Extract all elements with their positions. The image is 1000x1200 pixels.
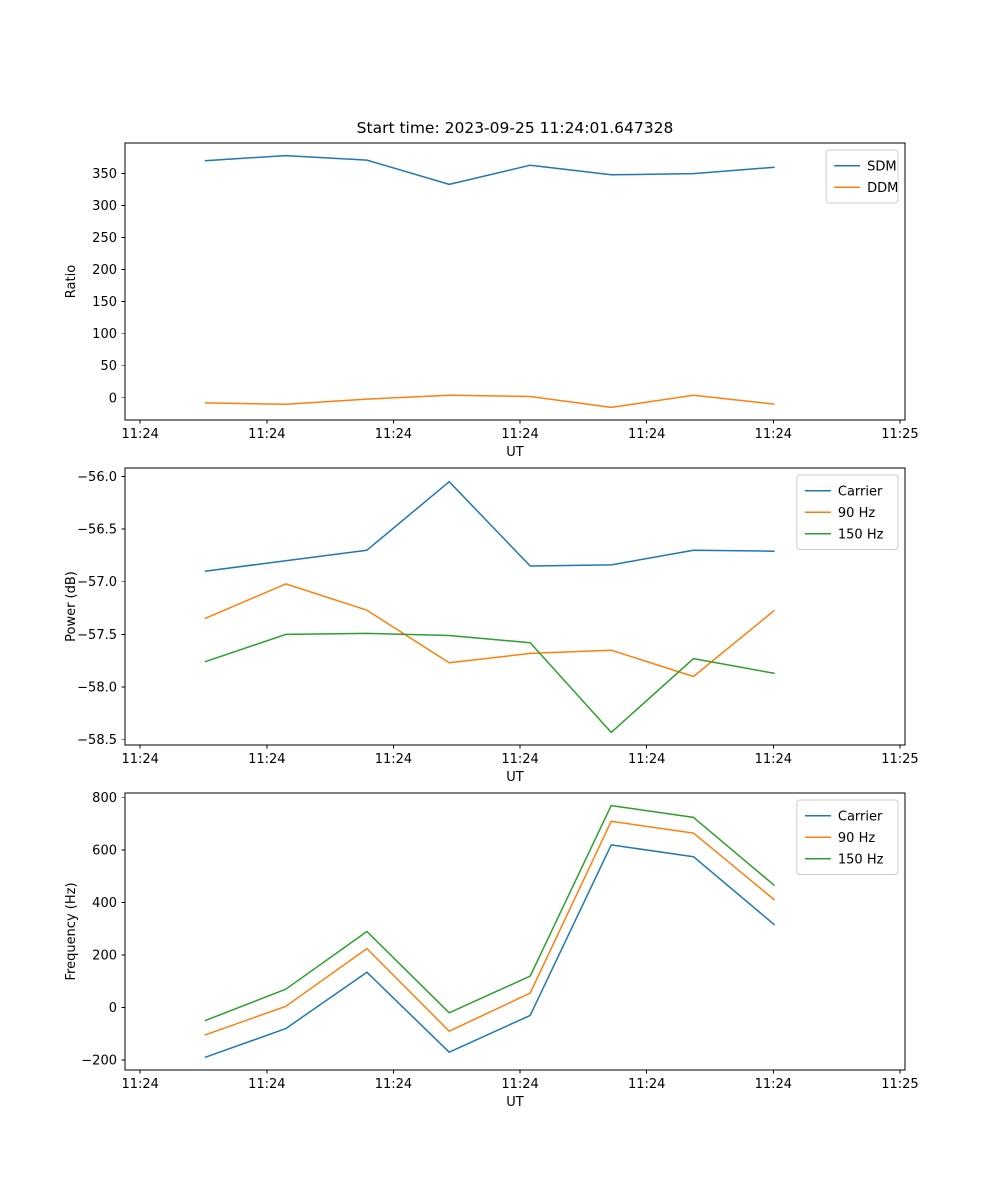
y-tick-label: 800	[92, 791, 117, 806]
series-line-carrier	[204, 844, 776, 1059]
y-tick-label: 250	[92, 231, 117, 246]
y-tick-label: 200	[92, 263, 117, 278]
x-axis-label: UT	[506, 445, 524, 460]
x-tick-label: 11:24	[375, 752, 412, 767]
frequency-chart: 11:24 11:24 11:24 11:24 11:24 11:24 11:25 −200 0…	[64, 791, 919, 1110]
x-tick-label: 11:24	[628, 427, 665, 442]
y-tick-label: 350	[92, 167, 117, 182]
x-tick-label: 11:24	[248, 1077, 285, 1092]
x-tick-label: 11:24	[628, 752, 665, 767]
series-line-sdm	[204, 154, 775, 186]
series-line-150-hz	[204, 804, 776, 1022]
series-line-90-hz	[204, 583, 776, 678]
x-tick-label: 11:25	[881, 427, 918, 442]
y-tick-label: 200	[92, 949, 117, 964]
x-tick-label: 11:24	[375, 1077, 412, 1092]
plot-area	[125, 793, 905, 1070]
legend-entry-label: 90 Hz	[838, 506, 875, 521]
legend-entry-label: Carrier	[838, 809, 883, 824]
y-tick-label: −57.5	[77, 628, 117, 643]
x-axis-label: UT	[506, 1095, 524, 1110]
legend-frame	[796, 799, 899, 875]
x-axis-label: UT	[506, 770, 524, 785]
axes-frame	[124, 792, 906, 1071]
y-axis-label: Ratio	[64, 265, 79, 298]
legend: Carrier 90 Hz 150 Hz	[796, 474, 899, 550]
x-tick-label: 11:25	[881, 1077, 918, 1092]
x-tick-label: 11:25	[881, 752, 918, 767]
x-tick-label: 11:24	[375, 427, 412, 442]
x-tick-label: 11:24	[121, 752, 158, 767]
series-line-ddm	[204, 394, 775, 409]
plot-area	[125, 143, 905, 420]
x-tick-label: 11:24	[501, 427, 538, 442]
legend: SDM DDM	[825, 149, 899, 204]
chart-title: Start time: 2023-09-25 11:24:01.647328	[357, 119, 674, 137]
y-tick-label: −58.0	[77, 681, 117, 696]
y-tick-label: 50	[100, 359, 117, 374]
axes-frame	[124, 142, 906, 421]
x-tick-label: 11:24	[628, 1077, 665, 1092]
x-tick-label: 11:24	[121, 427, 158, 442]
legend-entry-label: DDM	[867, 181, 898, 196]
plot-area	[125, 468, 905, 745]
ratio-chart: 11:24 11:24 11:24 11:24 11:24 11:24 11:25 0 50 10…	[64, 119, 919, 460]
x-tick-label: 11:24	[248, 752, 285, 767]
series-line-150-hz	[204, 632, 775, 734]
series-line-90-hz	[204, 820, 776, 1036]
y-tick-label: −56.0	[77, 470, 117, 485]
x-tick-label: 11:24	[248, 427, 285, 442]
y-tick-label: −57.0	[77, 575, 117, 590]
legend-entry-label: SDM	[867, 159, 896, 174]
y-tick-label: 0	[109, 1001, 117, 1016]
y-tick-label: 150	[92, 295, 117, 310]
legend-frame	[825, 149, 899, 204]
power-chart: 11:24 11:24 11:24 11:24 11:24 11:24 11:25 −58.5…	[64, 467, 919, 785]
x-tick-label: 11:24	[755, 1077, 792, 1092]
x-tick-label: 11:24	[501, 1077, 538, 1092]
y-tick-label: −58.5	[77, 733, 117, 748]
y-tick-label: 300	[92, 199, 117, 214]
legend-entry-label: 150 Hz	[838, 527, 884, 542]
legend: Carrier 90 Hz 150 Hz	[796, 799, 899, 875]
x-tick-label: 11:24	[755, 427, 792, 442]
y-axis-label: Frequency (Hz)	[64, 882, 79, 980]
y-axis-label: Power (dB)	[64, 571, 79, 642]
x-tick-label: 11:24	[121, 1077, 158, 1092]
axes-frame	[124, 467, 906, 746]
legend-entry-label: Carrier	[838, 484, 883, 499]
legend-entry-label: 90 Hz	[838, 831, 875, 846]
legend-frame	[796, 474, 899, 550]
y-tick-label: −56.5	[77, 523, 117, 538]
y-tick-label: 600	[92, 844, 117, 859]
y-tick-label: 0	[109, 391, 117, 406]
y-tick-label: 100	[92, 327, 117, 342]
x-tick-label: 11:24	[501, 752, 538, 767]
series-line-carrier	[204, 480, 775, 572]
legend-entry-label: 150 Hz	[838, 852, 884, 867]
x-tick-label: 11:24	[755, 752, 792, 767]
y-tick-label: −200	[81, 1054, 117, 1069]
y-tick-label: 400	[92, 896, 117, 911]
